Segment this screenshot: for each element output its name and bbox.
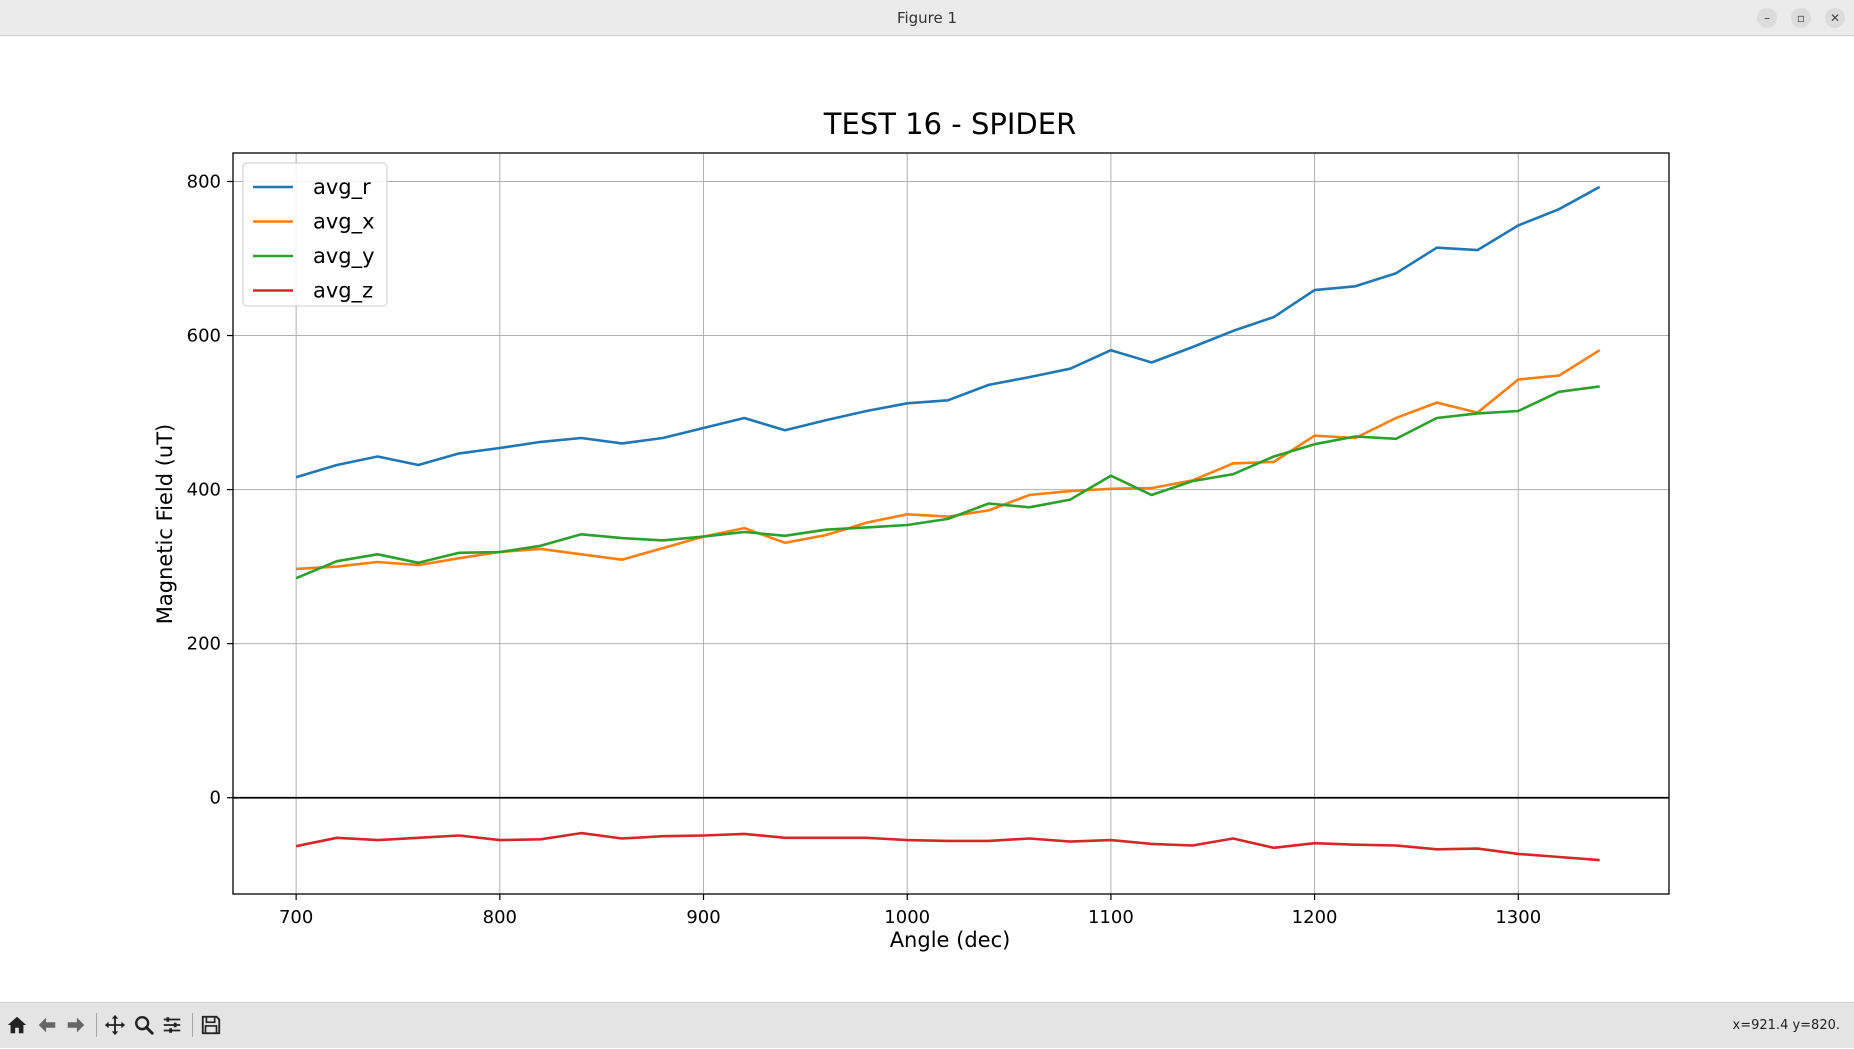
forward-arrow-icon (67, 1017, 85, 1033)
pan-icon (104, 1014, 126, 1036)
series-line-avg-x (296, 349, 1601, 571)
pan-button[interactable] (102, 1012, 128, 1038)
close-button[interactable]: ✕ (1825, 8, 1845, 28)
x-tick-label: 900 (686, 907, 720, 928)
x-tick-label: 1300 (1495, 907, 1541, 928)
axis-ticks: 700 800 900 1000 1100 1200 1300 0 200 400 600 800 (187, 172, 1542, 929)
grid-lines (233, 153, 1669, 894)
series-lines (295, 185, 1601, 862)
save-icon (201, 1015, 221, 1035)
toolbar-separator (192, 1013, 193, 1037)
y-axis-label: Magnetic Field (uT) (153, 424, 177, 625)
y-tick-label: 200 (187, 634, 221, 655)
y-tick-label: 0 (210, 788, 221, 809)
toolbar: x=921.4 y=820. (0, 1002, 1854, 1048)
minimize-button[interactable]: – (1757, 8, 1777, 28)
zoom-icon (135, 1016, 154, 1035)
chart-title: TEST 16 - SPIDER (823, 107, 1076, 141)
back-button[interactable] (34, 1012, 60, 1038)
window-titlebar: Figure 1 – ▫ ✕ (0, 0, 1854, 36)
x-tick-label: 800 (483, 907, 517, 928)
x-tick-label: 1000 (884, 907, 930, 928)
x-tick-label: 700 (279, 907, 313, 928)
configure-button[interactable] (159, 1012, 185, 1038)
back-arrow-icon (38, 1017, 56, 1033)
home-icon (7, 1016, 27, 1034)
series-line-avg-y (295, 385, 1600, 580)
figure-canvas[interactable]: TEST 16 - SPIDER 700 800 900 1000 1100 1200 13… (0, 36, 1854, 1002)
cursor-coordinates: x=921.4 y=820. (1732, 1018, 1840, 1033)
y-tick-label: 400 (187, 480, 221, 501)
maximize-button[interactable]: ▫ (1791, 8, 1811, 28)
forward-button[interactable] (63, 1012, 89, 1038)
legend-label: avg_x (313, 210, 375, 235)
configure-icon (163, 1017, 181, 1033)
axes-frame (232, 152, 1670, 895)
line-chart: TEST 16 - SPIDER 700 800 900 1000 1100 1200 13… (153, 107, 1670, 952)
legend-label: avg_r (313, 175, 371, 200)
y-tick-label: 800 (187, 172, 221, 193)
toolbar-separator (96, 1013, 97, 1037)
legend-label: avg_z (313, 279, 373, 304)
legend: avg_r avg_x avg_y avg_z (242, 162, 388, 307)
legend-label: avg_y (313, 244, 375, 269)
home-button[interactable] (4, 1012, 30, 1038)
x-axis-label: Angle (dec) (890, 928, 1011, 952)
series-line-avg-r (295, 185, 1601, 479)
series-line-avg-z (295, 831, 1600, 862)
window-title: Figure 1 (896, 9, 958, 27)
legend-box (242, 162, 388, 307)
save-button[interactable] (198, 1012, 224, 1038)
y-tick-label: 600 (187, 326, 221, 347)
zoom-button[interactable] (131, 1012, 157, 1038)
x-tick-label: 1100 (1088, 907, 1134, 928)
x-tick-label: 1200 (1292, 907, 1338, 928)
